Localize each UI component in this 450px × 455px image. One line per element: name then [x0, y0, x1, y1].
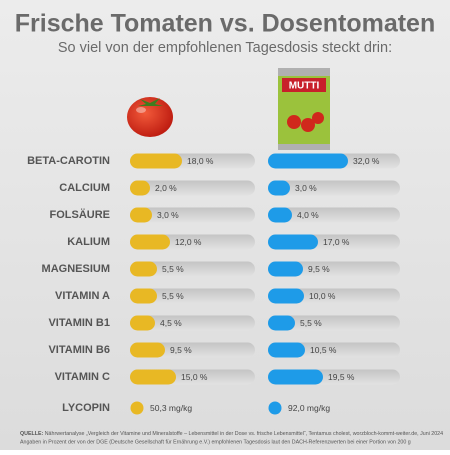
category-label: BETA-CAROTIN: [27, 155, 110, 167]
value-label: 50,3 mg/kg: [150, 403, 192, 413]
bar: [268, 180, 290, 196]
value-label: 9,5 %: [308, 264, 330, 274]
category-label: KALIUM: [67, 236, 110, 248]
bar: [130, 315, 155, 331]
category-label: MAGNESIUM: [42, 263, 110, 275]
bar: [268, 207, 292, 223]
value-label: 3,0 %: [295, 183, 317, 193]
source-label: QUELLE:: [20, 431, 43, 437]
bar: [130, 342, 165, 358]
value-label: 10,0 %: [309, 291, 336, 301]
category-label: VITAMIN B6: [48, 344, 110, 356]
source: QUELLE: Nährwertanalyse „Vergleich der V…: [20, 431, 443, 437]
value-label: 5,5 %: [162, 264, 184, 274]
bar: [268, 342, 305, 358]
bar: [268, 234, 318, 250]
value-label: 32,0 %: [353, 156, 380, 166]
bar-track: [130, 288, 255, 304]
bar: [130, 180, 150, 196]
bar: [130, 153, 182, 169]
value-label: 10,5 %: [310, 345, 337, 355]
bar-track: [130, 180, 255, 196]
subtitle: So viel von der empfohlenen Tagesdosis s…: [58, 40, 392, 56]
value-label: 17,0 %: [323, 237, 350, 247]
bar: [130, 261, 157, 277]
category-label: CALCIUM: [59, 182, 110, 194]
bar-track: [268, 315, 400, 331]
bar: [130, 288, 157, 304]
value-label: 3,0 %: [157, 210, 179, 220]
bar: [130, 207, 152, 223]
bar: [268, 315, 295, 331]
value-label: 2,0 %: [155, 183, 177, 193]
note: Angaben in Prozent der von der DGE (Deut…: [20, 439, 411, 445]
bar-track: [268, 180, 400, 196]
value-label: 4,0 %: [297, 210, 319, 220]
category-label: VITAMIN B1: [48, 317, 110, 329]
value-label: 12,0 %: [175, 237, 202, 247]
value-label: 19,5 %: [328, 372, 355, 382]
category-label: FOLSÄURE: [50, 208, 111, 221]
bar: [268, 261, 303, 277]
category-label: VITAMIN A: [55, 290, 110, 302]
can-brand: MUTTI: [289, 81, 320, 92]
bar: [130, 369, 176, 385]
value-label: 18,0 %: [187, 156, 214, 166]
value-label: 9,5 %: [170, 345, 192, 355]
bar-track: [268, 207, 400, 223]
dot: [130, 401, 144, 415]
bar: [268, 369, 323, 385]
category-label: LYCOPIN: [62, 402, 110, 414]
bar: [130, 234, 170, 250]
category-label: VITAMIN C: [55, 371, 110, 383]
bar-track: [130, 261, 255, 277]
value-label: 4,5 %: [160, 318, 182, 328]
can-icon: MUTTI: [278, 68, 330, 150]
value-label: 5,5 %: [300, 318, 322, 328]
title: Frische Tomaten vs. Dosentomaten: [15, 10, 435, 38]
source-text: Nährwertanalyse „Vergleich der Vitamine …: [45, 431, 443, 437]
tomato-icon: [127, 97, 173, 137]
bar: [268, 153, 348, 169]
value-label: 92,0 mg/kg: [288, 403, 330, 413]
value-label: 5,5 %: [162, 291, 184, 301]
dot: [268, 401, 282, 415]
bar: [268, 288, 304, 304]
value-label: 15,0 %: [181, 372, 208, 382]
bar-track: [130, 207, 255, 223]
bar-track: [130, 315, 255, 331]
